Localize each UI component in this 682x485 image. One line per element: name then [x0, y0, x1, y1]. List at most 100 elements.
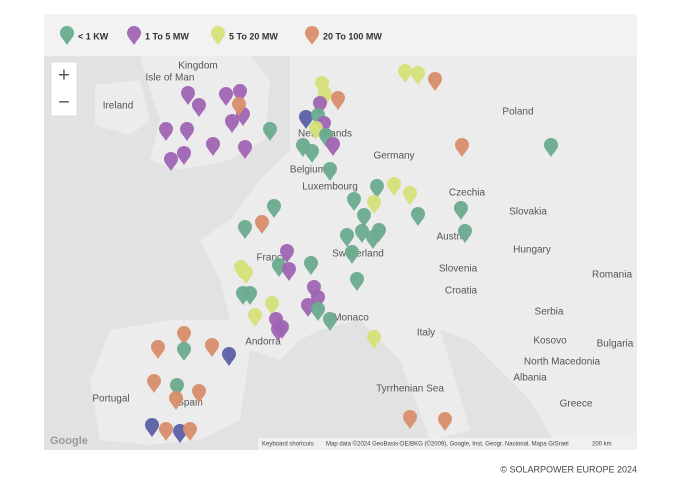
- marker: [345, 245, 359, 264]
- marker: [318, 87, 332, 106]
- marker: [238, 220, 252, 239]
- marker: [271, 322, 285, 341]
- marker: [219, 87, 233, 106]
- marker: [206, 137, 220, 156]
- zoom-out[interactable]: −: [58, 91, 70, 113]
- map-label: Ireland: [103, 101, 134, 112]
- marker: [366, 230, 380, 249]
- map-label: Luxembourg: [302, 182, 358, 193]
- map-label: Albania: [513, 373, 547, 384]
- marker: [255, 215, 269, 234]
- marker: [367, 330, 381, 349]
- marker: [340, 228, 354, 247]
- marker: [243, 286, 257, 305]
- attribution: Map data ©2024 GeoBasis-DE/BKG (©2009), …: [326, 441, 569, 448]
- marker: [323, 312, 337, 331]
- map-label: Serbia: [535, 307, 564, 318]
- marker: [177, 146, 191, 165]
- marker: [170, 378, 184, 397]
- marker: [60, 26, 74, 45]
- marker: [309, 121, 323, 140]
- marker: [205, 338, 219, 357]
- marker: [147, 374, 161, 393]
- marker: [272, 258, 286, 277]
- map-label: Austria: [436, 232, 468, 243]
- map-label: Belgium: [290, 165, 326, 176]
- map-label: Greece: [560, 399, 593, 410]
- marker: [357, 208, 371, 227]
- marker: [438, 412, 452, 431]
- marker: [233, 84, 247, 103]
- attribution-bar: [258, 438, 637, 450]
- marker: [370, 179, 384, 198]
- marker: [225, 114, 239, 133]
- marker: [263, 122, 277, 141]
- marker: [305, 144, 319, 163]
- marker: [177, 326, 191, 345]
- marker: [238, 140, 252, 159]
- marker: [269, 312, 283, 331]
- map-label: Croatia: [445, 286, 478, 297]
- marker: [159, 422, 173, 441]
- marker: [311, 290, 325, 309]
- marker: [192, 384, 206, 403]
- map-label: Kosovo: [533, 336, 567, 347]
- legend-label: 5 To 20 MW: [229, 31, 278, 41]
- marker: [301, 298, 315, 317]
- map-label: Slovakia: [509, 207, 547, 218]
- marker: [211, 26, 225, 45]
- marker: [296, 138, 310, 157]
- marker: [331, 91, 345, 110]
- marker: [326, 137, 340, 156]
- zoom-in[interactable]: +: [58, 64, 70, 86]
- map-label: France: [256, 253, 288, 264]
- marker: [192, 98, 206, 117]
- marker: [403, 186, 417, 205]
- marker: [177, 342, 191, 361]
- marker: [544, 138, 558, 157]
- map-label: North Macedonia: [524, 357, 601, 368]
- marker: [367, 195, 381, 214]
- marker: [239, 265, 253, 284]
- marker: [265, 296, 279, 315]
- land-ie: [95, 80, 150, 135]
- marker: [232, 97, 246, 116]
- marker: [372, 223, 386, 242]
- marker: [307, 280, 321, 299]
- marker: [145, 418, 159, 437]
- marker: [183, 422, 197, 441]
- marker: [317, 116, 331, 135]
- copyright: © SOLARPOWER EUROPE 2024: [500, 464, 637, 474]
- marker: [323, 162, 337, 181]
- map-label: Italy: [417, 328, 435, 339]
- map-label: Andorra: [245, 337, 281, 348]
- map-label: Germany: [373, 151, 414, 162]
- legend-bar: [44, 14, 637, 56]
- marker: [159, 122, 173, 141]
- marker: [180, 122, 194, 141]
- marker: [350, 272, 364, 291]
- legend-label: 20 To 100 MW: [323, 31, 382, 41]
- marker: [222, 347, 236, 366]
- marker: [311, 302, 325, 321]
- map-label: Kingdom: [178, 61, 217, 72]
- map-label: Romania: [592, 270, 632, 281]
- map-label: Spain: [177, 398, 203, 409]
- marker: [455, 138, 469, 157]
- marker: [315, 76, 329, 95]
- marker: [313, 96, 327, 115]
- marker: [151, 340, 165, 359]
- marker: [311, 108, 325, 127]
- shortcuts[interactable]: Keyboard shortcuts: [262, 442, 314, 448]
- marker: [355, 224, 369, 243]
- marker: [411, 207, 425, 226]
- google-logo: Google: [50, 435, 88, 447]
- marker: [181, 86, 195, 105]
- marker: [164, 152, 178, 171]
- marker: [347, 192, 361, 211]
- marker: [304, 256, 318, 275]
- map-label: Slovenia: [439, 264, 478, 275]
- marker: [127, 26, 141, 45]
